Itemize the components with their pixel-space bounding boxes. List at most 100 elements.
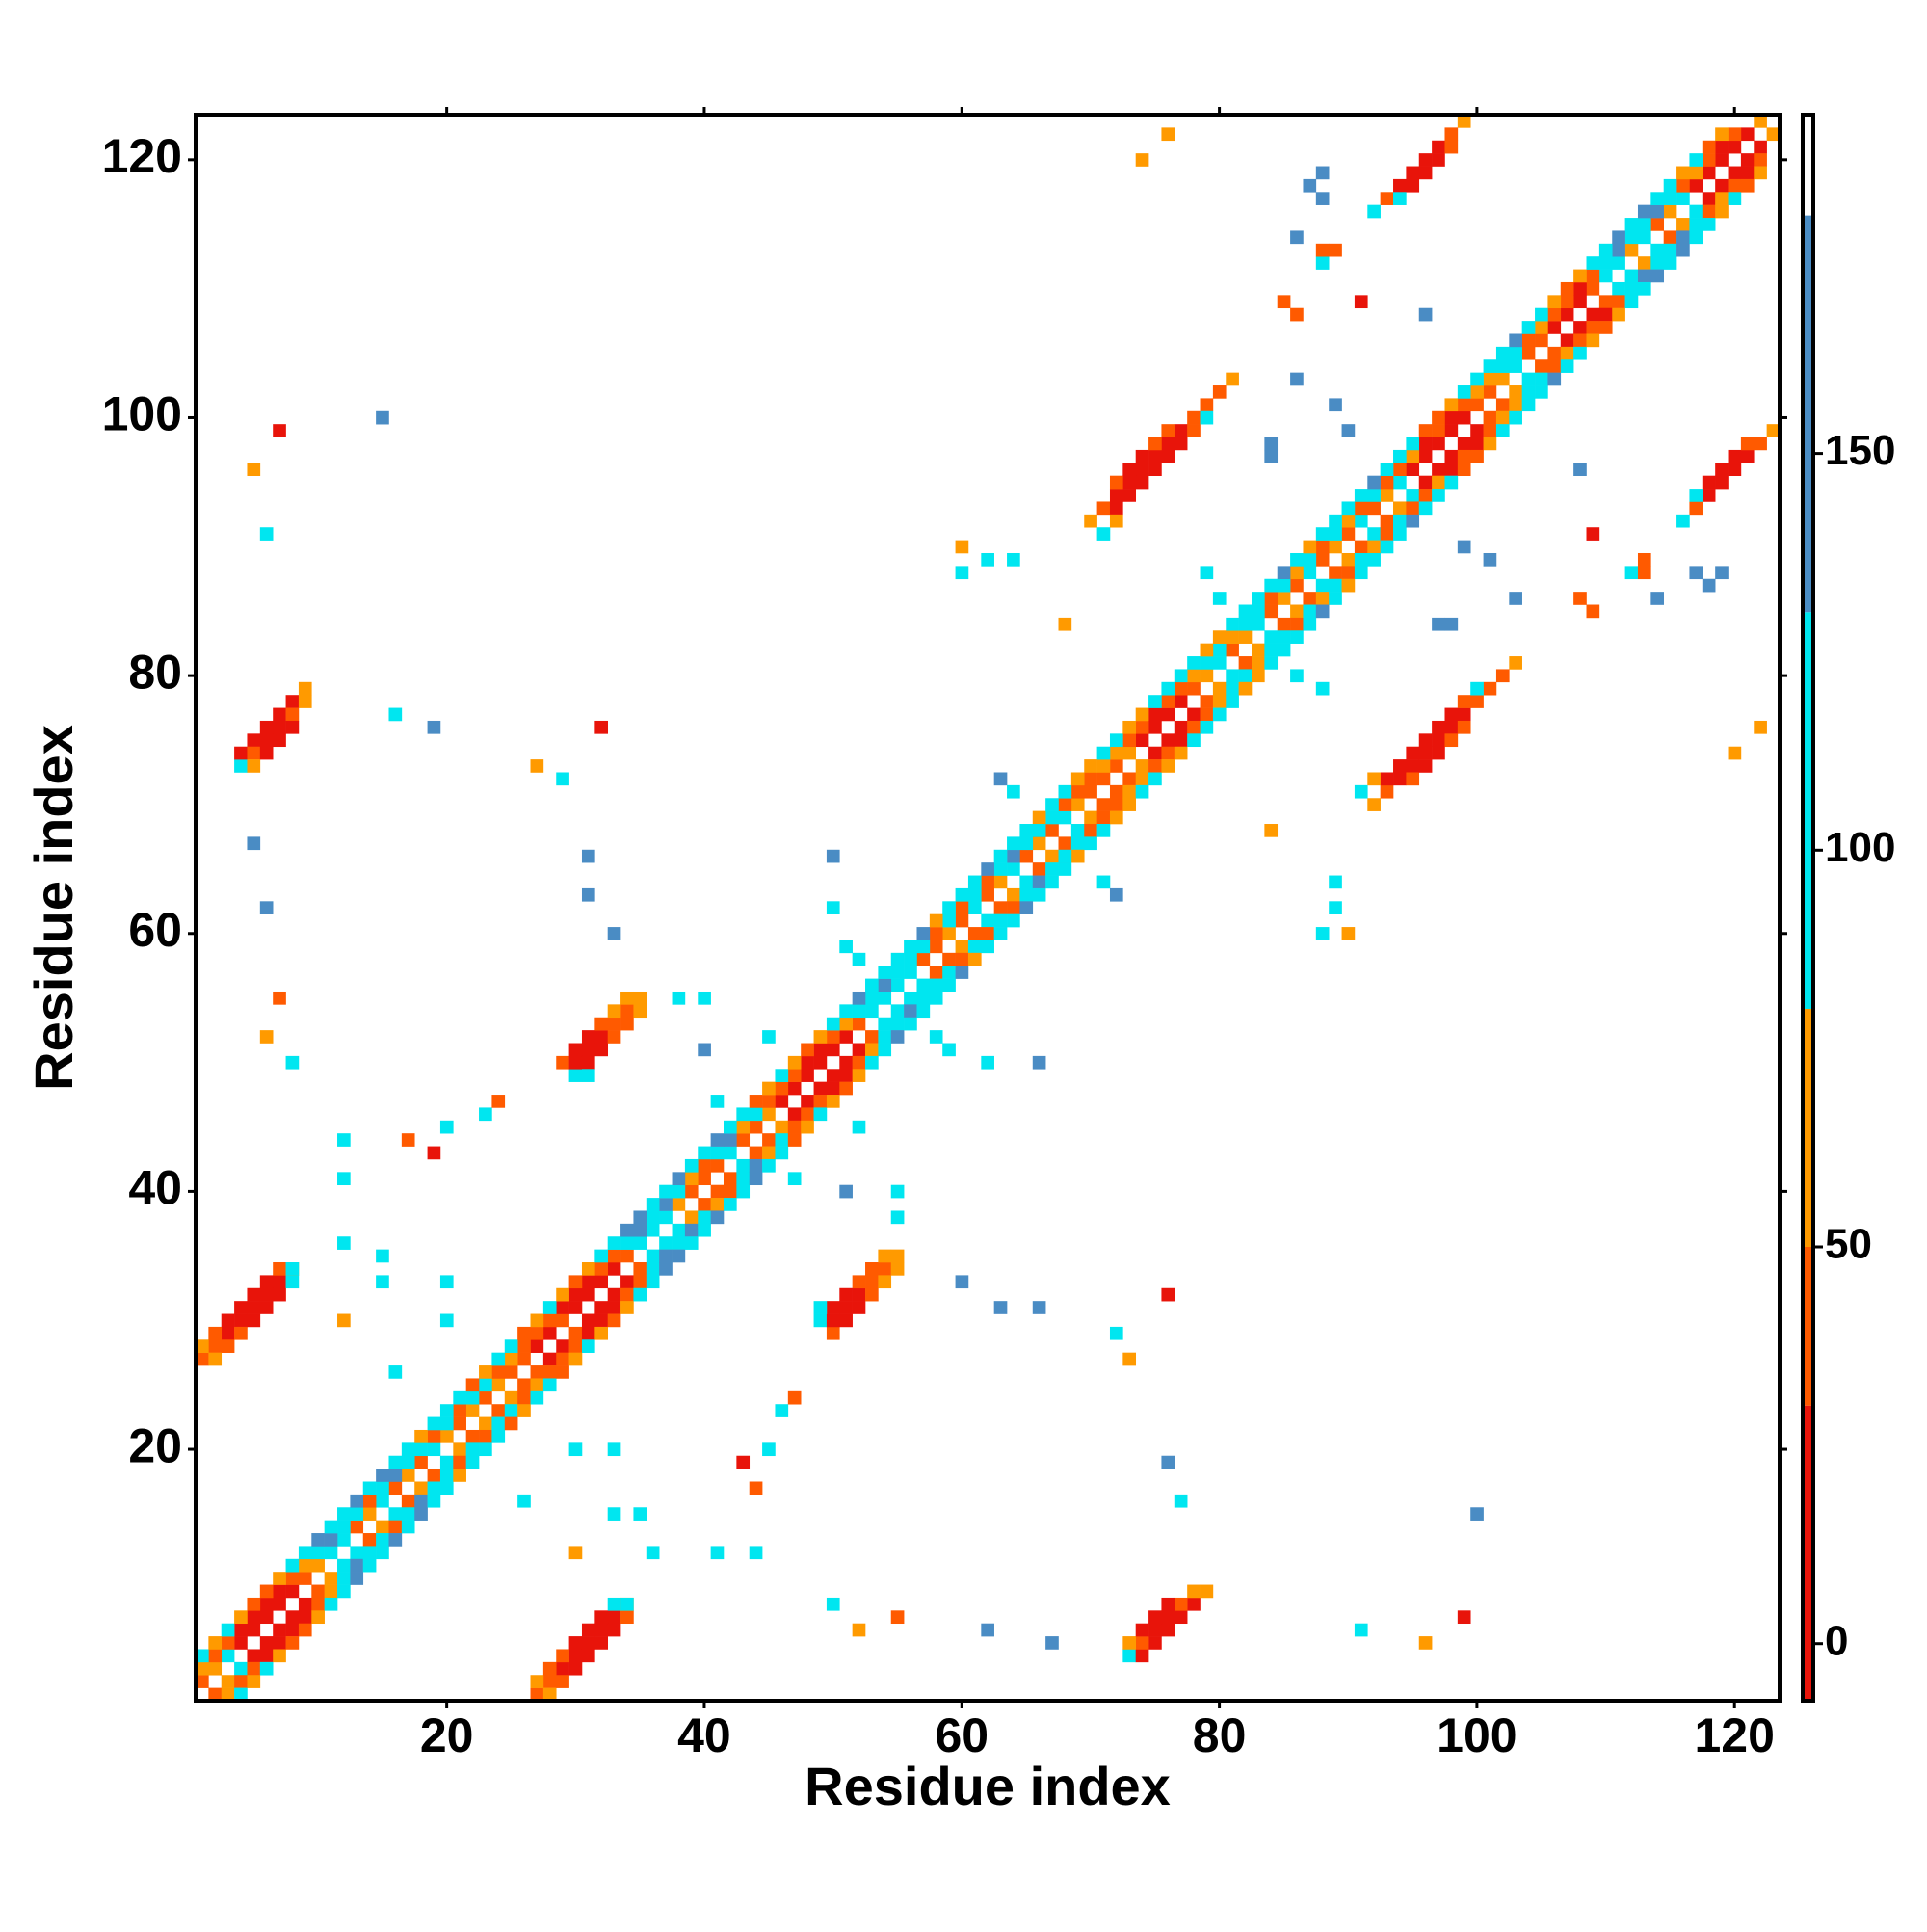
heatmap-cell [1418,166,1433,180]
heatmap-cell [1586,269,1600,283]
heatmap-cell [1676,218,1690,231]
heatmap-cell [698,1198,711,1211]
heatmap-cell [1598,295,1613,309]
heatmap-cell [221,1675,235,1688]
heatmap-cell [1457,707,1471,722]
heatmap-cell [259,720,274,734]
heatmap-cell [916,978,931,992]
heatmap-cell [1315,927,1330,940]
heatmap-cell [607,1030,621,1044]
heatmap-cell [259,1649,274,1663]
heatmap-cell [826,1043,840,1057]
heatmap-cell [672,1184,686,1199]
heatmap-cell [710,1198,725,1211]
heatmap-cell [1290,372,1304,386]
heatmap-cell [439,1120,454,1134]
heatmap-cell [801,1120,814,1134]
heatmap-cell [453,1442,466,1457]
heatmap-cell [1007,784,1020,799]
heatmap-cell [698,1043,711,1057]
heatmap-cell [234,759,248,773]
heatmap-cell [1161,424,1175,437]
heatmap-cell [285,1584,300,1599]
heatmap-cell [1521,321,1536,334]
x-axis-title: Residue index [805,1756,1171,1816]
heatmap-cell [1470,449,1484,463]
heatmap-cell [273,1623,286,1637]
heatmap-cell [1341,514,1356,528]
heatmap-cell [646,1546,660,1560]
heatmap-cell [594,1326,609,1340]
heatmap-cell [530,1378,544,1392]
heatmap-cell [865,1262,879,1276]
heatmap-cell [1148,1636,1162,1650]
heatmap-cell [1200,707,1214,722]
heatmap-cell [1380,192,1394,205]
heatmap-cell [298,1610,312,1625]
heatmap-cell [594,1275,609,1289]
heatmap-cell [324,1584,338,1599]
heatmap-cell [955,566,969,580]
heatmap-cell [1444,410,1459,425]
heatmap-cell [1521,346,1536,360]
heatmap-cell [1161,1610,1175,1625]
heatmap-cell [1367,204,1381,219]
heatmap-cell [826,1017,840,1031]
heatmap-cell [259,527,274,541]
heatmap-cell [234,1687,248,1702]
heatmap-cell [852,991,866,1005]
heatmap-cell [1754,437,1767,451]
heatmap-cell [1728,449,1742,463]
heatmap-cell [376,1481,389,1495]
heatmap-cell [298,1572,312,1585]
heatmap-cell [1509,359,1522,373]
heatmap-cell [929,991,943,1005]
heatmap-cell [1135,720,1149,734]
heatmap-cell [1303,592,1317,605]
heatmap-cell [1200,1584,1214,1599]
heatmap-cell [1096,875,1111,889]
heatmap-cell [1084,514,1097,528]
heatmap-cell [878,1249,892,1263]
heatmap-cell [1070,849,1085,863]
heatmap-cell [427,1481,441,1495]
heatmap-cell [556,1365,569,1379]
heatmap-cell [1432,410,1445,425]
heatmap-cell [736,1133,751,1147]
heatmap-cell [1264,824,1279,837]
heatmap-cell [1483,410,1497,425]
heatmap-cell [1406,514,1420,528]
heatmap-cell [285,1636,300,1650]
heatmap-cell [1135,1623,1149,1637]
heatmap-cell [337,1520,351,1534]
heatmap-cell [311,1558,325,1573]
heatmap-cell [646,1198,660,1211]
heatmap-cell [775,1069,789,1082]
heatmap-cell [1238,669,1253,683]
heatmap-cell [479,1429,492,1443]
heatmap-cell [1573,321,1587,334]
heatmap-cell [1084,836,1097,851]
heatmap-cell [285,1623,300,1637]
heatmap-cell [1728,166,1742,180]
heatmap-cell [439,1455,454,1469]
heatmap-cell [839,1313,853,1328]
heatmap-cell [1689,489,1703,502]
heatmap-cell [1226,630,1239,644]
heatmap-cell [1122,1636,1137,1650]
heatmap-cell [775,1146,789,1160]
heatmap-cell [542,1352,557,1366]
heatmap-cell [1483,385,1497,399]
heatmap-cell [439,1416,454,1431]
heatmap-cell [865,1043,879,1057]
heatmap-cell [865,1055,879,1070]
heatmap-cell [568,1275,583,1289]
heatmap-cell [491,1365,506,1379]
heatmap-cell [273,733,286,748]
heatmap-cell [1135,463,1149,476]
heatmap-cell [1019,901,1034,914]
heatmap-cell [1122,798,1137,811]
heatmap-cell [1740,127,1755,142]
heatmap-cell [775,1095,789,1108]
heatmap-cell [1598,243,1613,257]
